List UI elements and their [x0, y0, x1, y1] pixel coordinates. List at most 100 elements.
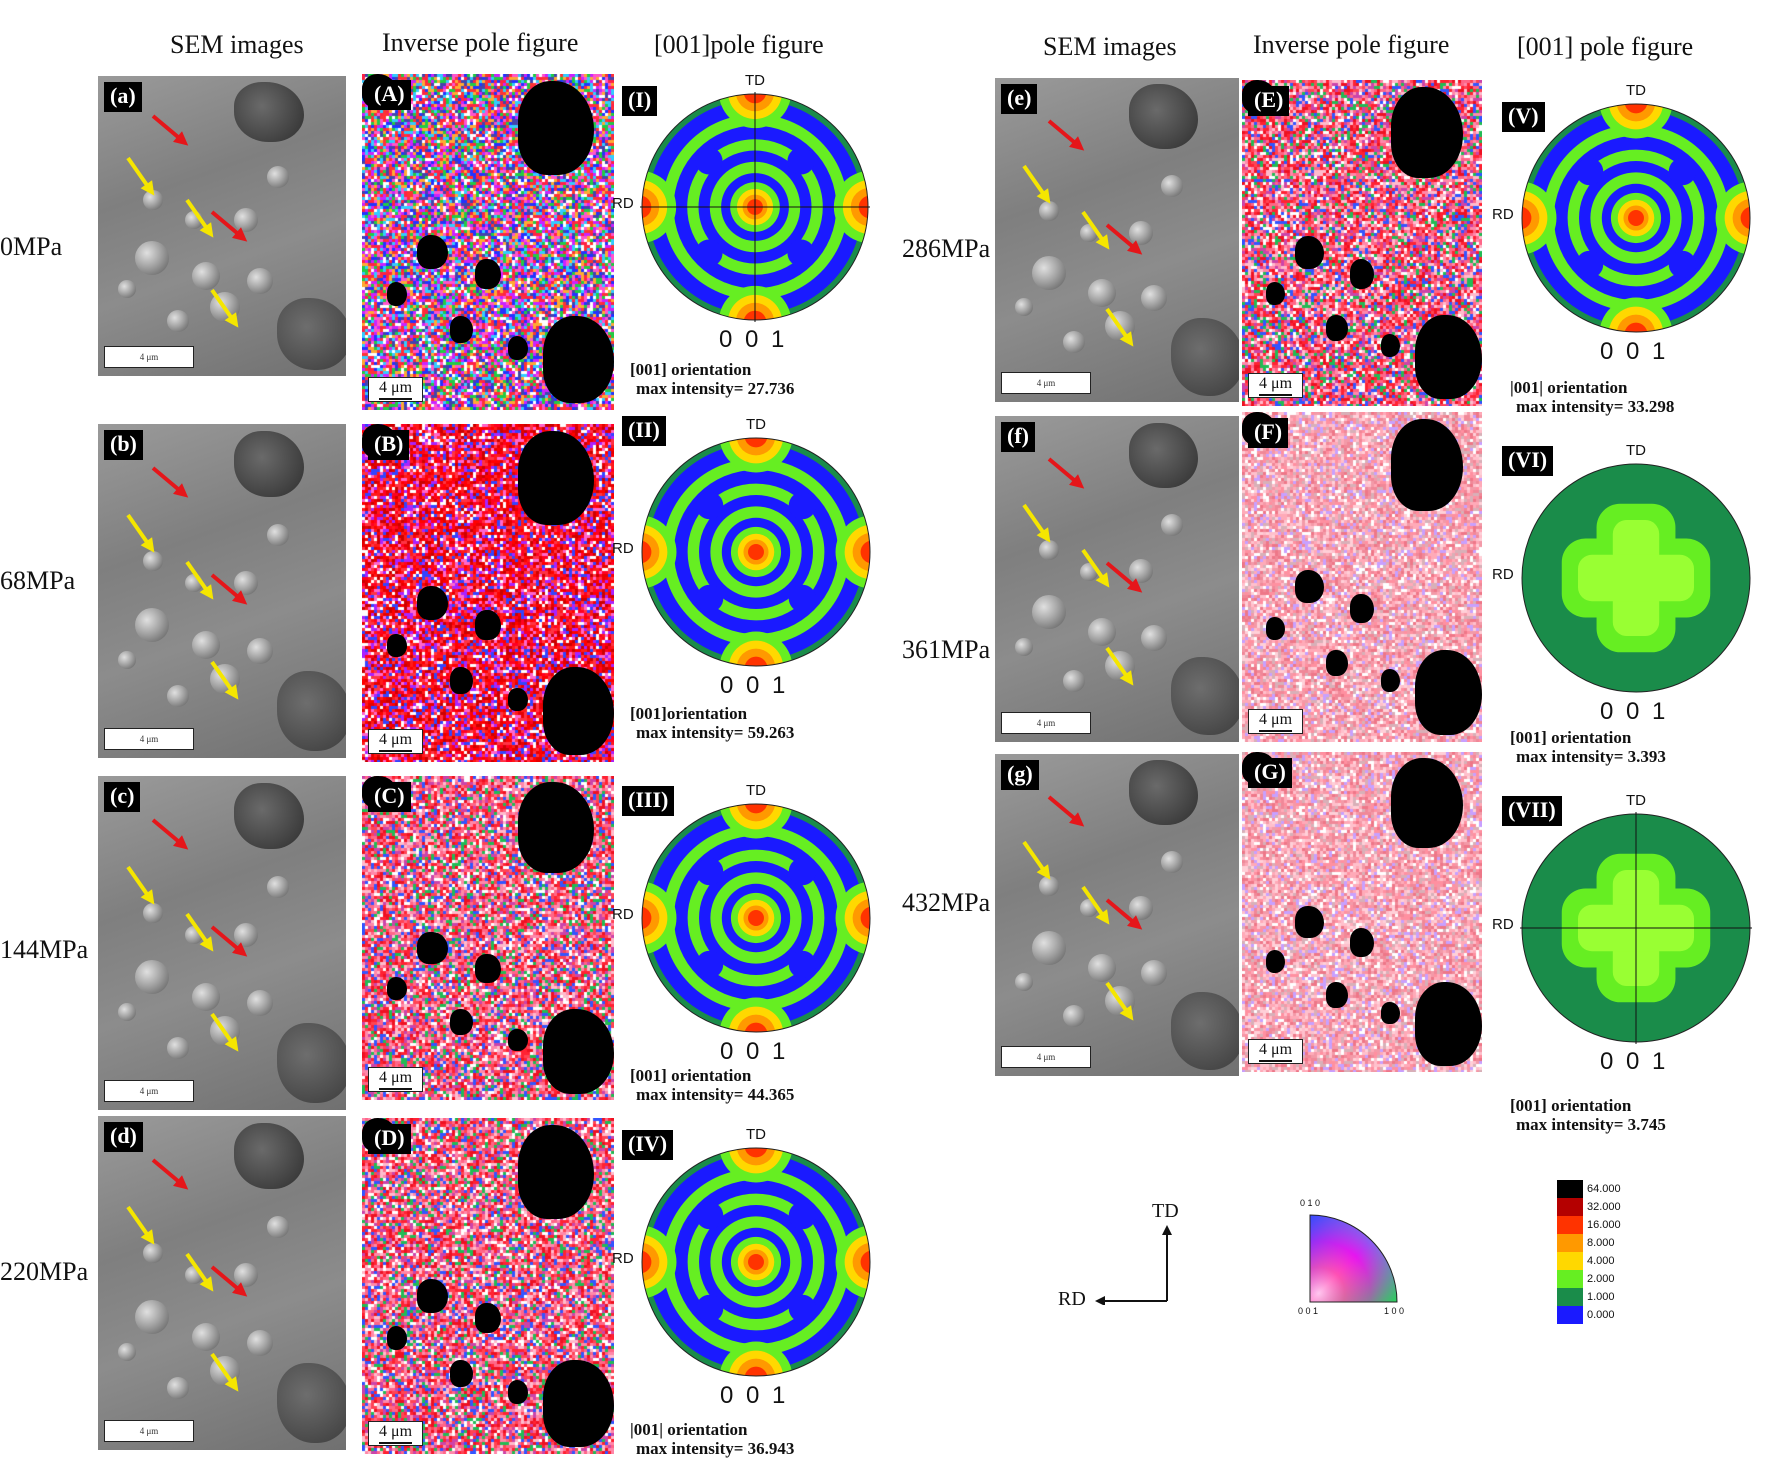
ipf-unindexed-region [508, 336, 529, 360]
pole-figure-contour [858, 195, 868, 219]
ipf-color-key-triangle [1309, 1214, 1398, 1303]
ipf-scale-label: 4 μm [1259, 375, 1293, 392]
stress-label: 361MPa [902, 635, 991, 664]
ipf-scale-label: 4 μm [379, 379, 413, 396]
intensity-scale-step: 0.000 [1557, 1306, 1647, 1324]
pole-figure-contour [860, 906, 870, 930]
pole-figure-rd-label: RD [1492, 916, 1514, 933]
pole-figure-contour [860, 1250, 870, 1274]
ipf-unindexed-region [543, 1359, 614, 1448]
ipf-scale-bar: 4 μm [368, 729, 424, 754]
sem-particle [1063, 1005, 1086, 1028]
ipf-unindexed-region [387, 1326, 408, 1350]
pole-figure-contour [695, 147, 723, 175]
sem-crater [276, 1023, 346, 1104]
pole-figure-contour [735, 94, 775, 112]
intensity-scale-step: 8.000 [1557, 1234, 1647, 1252]
ipf-unindexed-region [1294, 905, 1324, 938]
caption-orientation: |001| orientation [630, 1420, 748, 1439]
pole-figure [641, 803, 871, 1033]
ipf-scale-bar: 4 μm [1248, 373, 1304, 398]
sem-image: (c) 4 μm [98, 776, 346, 1110]
sem-scale-bar: 4 μm [104, 1080, 194, 1102]
pole-figure-contour [788, 857, 817, 886]
sem-particle [117, 280, 136, 298]
ipf-panel-tag: (A) [368, 80, 411, 110]
sem-particle [1129, 220, 1154, 245]
ipf-unindexed-region [417, 931, 448, 964]
pole-figure-contour [744, 804, 768, 814]
sem-panel-tag: (g) [1001, 760, 1039, 790]
sem-crater [1129, 422, 1198, 488]
caption-orientation: [001] orientation [1510, 1096, 1632, 1115]
pole-figure-contour [695, 239, 723, 267]
pole-figure-index: 0 0 1 [719, 326, 788, 353]
sem-particle [117, 1003, 136, 1022]
intensity-scale-step: 2.000 [1557, 1270, 1647, 1288]
ipf-unindexed-region [1381, 334, 1401, 358]
pole-figure-contour [748, 544, 764, 560]
pole-figure-contour [787, 147, 815, 175]
sem-particle [266, 1216, 289, 1239]
pole-figure-caption: [001] orientation max intensity= 27.736 [630, 360, 794, 398]
pole-figure-index: 0 0 1 [720, 672, 789, 699]
sem-scale-bar: 4 μm [104, 346, 194, 368]
ipf-map: (F) 4 μm [1242, 412, 1482, 742]
pole-figure-tag: (II) [622, 416, 666, 446]
sem-particle [1160, 850, 1183, 873]
pole-figure-contour [788, 584, 817, 613]
pole-figure-contour [736, 1358, 776, 1376]
caption-max-intensity: max intensity= 36.943 [636, 1439, 795, 1458]
ipf-panel-tag: (F) [1248, 418, 1289, 448]
header-sem-left: SEM images [170, 30, 304, 59]
sem-particle [266, 524, 289, 547]
sem-image: (e) 4 μm [995, 78, 1239, 402]
pole-figure-caption: [001] orientation max intensity= 3.745 [1510, 1096, 1666, 1134]
ipf-panel-tag: (C) [368, 782, 411, 812]
ipf-map: (C) 4 μm [362, 776, 614, 1100]
pole-figure-tag: (III) [622, 786, 675, 816]
stress-label: 0MPa [0, 232, 63, 261]
ipf-unindexed-region [1390, 86, 1463, 178]
sem-image: (d) 4 μm [98, 1116, 346, 1450]
pole-figure-contour [1740, 206, 1750, 230]
ipf-scale-bar: 4 μm [1248, 709, 1304, 734]
sem-particle [1087, 953, 1116, 982]
pole-figure-contour [744, 438, 768, 448]
ipf-panel-tag: (G) [1248, 758, 1292, 788]
pole-figure-rd-label: RD [1492, 206, 1514, 223]
pole-figure-contour [695, 857, 724, 886]
ipf-map: (G) 4 μm [1242, 752, 1482, 1072]
pole-figure-contour [744, 656, 768, 666]
intensity-swatch [1557, 1198, 1583, 1216]
pole-figure-contour [736, 438, 776, 456]
sem-crater [1170, 317, 1239, 396]
pole-figure-tag: (V) [1502, 102, 1545, 132]
sem-particle [1031, 595, 1066, 630]
ipf-scale-bar: 4 μm [368, 1067, 424, 1092]
sem-particle [192, 1323, 221, 1352]
intensity-swatch [1557, 1252, 1583, 1270]
red-arrow-marker [150, 1157, 190, 1193]
ipf-unindexed-region [450, 1359, 473, 1387]
caption-orientation: [001] orientation [630, 1066, 752, 1085]
sem-particle [135, 607, 170, 642]
sem-particle [167, 684, 190, 707]
pole-figure-index: 0 0 1 [1600, 338, 1669, 365]
pole-figure-contour [1522, 198, 1540, 238]
sem-particle [246, 637, 273, 664]
sem-image: (a) 4 μm [98, 76, 346, 376]
pole-figure-contour [1578, 554, 1694, 602]
sem-crater [276, 1363, 346, 1444]
pole-figure-td-label: TD [746, 782, 766, 799]
sem-panel-tag: (f) [1001, 422, 1035, 452]
sem-particle [192, 631, 221, 660]
pole-figure-tag: (VII) [1502, 796, 1562, 826]
stress-label: 220MPa [0, 1257, 89, 1286]
sem-crater [276, 298, 346, 370]
pole-figure-contour [1575, 157, 1604, 186]
ipf-unindexed-region [475, 954, 501, 984]
ipf-scale-line [379, 1442, 413, 1444]
sem-particle [1160, 175, 1183, 198]
pole-figure-tag: (I) [622, 86, 658, 116]
